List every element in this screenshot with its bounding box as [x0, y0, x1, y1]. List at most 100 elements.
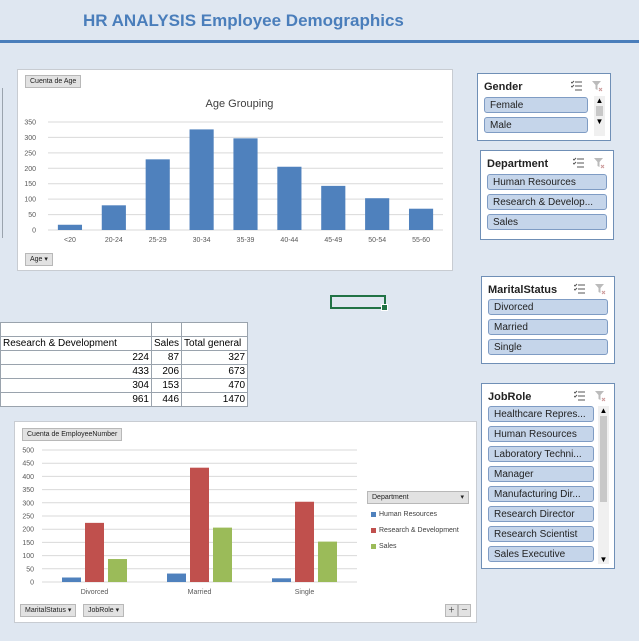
x-tick-label: 25-29	[149, 237, 167, 244]
pivot-header-cell[interactable]: Research & Development	[0, 336, 152, 351]
y-tick-label: 250	[24, 150, 36, 157]
bar	[277, 166, 302, 230]
y-tick-label: 450	[22, 461, 34, 468]
scroll-down-icon[interactable]: ▼	[599, 555, 608, 564]
gender-slicer[interactable]: Gender Female Male ▲ ▼	[477, 73, 611, 141]
slicer-title: MaritalStatus	[488, 284, 558, 296]
bar	[85, 522, 104, 582]
scroll-thumb[interactable]	[596, 106, 603, 116]
age-count-field-button[interactable]: Cuenta de Age	[25, 75, 82, 88]
pivot-cell[interactable]: 470	[181, 378, 249, 393]
bar	[321, 185, 346, 230]
y-tick-label: 300	[24, 135, 36, 142]
employee-count-field-button[interactable]: Cuenta de EmployeeNumber	[22, 428, 123, 441]
slicer-item-human-resources[interactable]: Human Resources	[487, 174, 607, 190]
x-tick-label: 50-54	[368, 237, 386, 244]
slicer-item-jobrole[interactable]: Research Director	[488, 506, 594, 522]
pivot-cell[interactable]: 224	[0, 350, 152, 365]
slicer-scrollbar[interactable]: ▲ ▼	[598, 406, 609, 564]
scroll-up-icon[interactable]: ▲	[595, 96, 604, 105]
pivot-cell[interactable]: 304	[0, 378, 152, 393]
pivot-cell[interactable]: 446	[150, 392, 183, 407]
slicer-scrollbar[interactable]: ▲ ▼	[594, 96, 605, 136]
pivot-cell[interactable]: 433	[0, 364, 152, 379]
y-tick-label: 200	[24, 166, 36, 173]
slicer-item-jobrole[interactable]: Manager	[488, 466, 594, 482]
slicer-item-jobrole[interactable]: Laboratory Techni...	[488, 446, 594, 462]
y-tick-label: 0	[30, 580, 34, 587]
chart-title: Age Grouping	[206, 98, 274, 110]
multi-select-icon[interactable]	[573, 157, 585, 169]
bar	[272, 578, 291, 582]
job-role-slicer[interactable]: JobRole Healthcare Repres... Human Resou…	[481, 383, 615, 569]
slicer-item-married[interactable]: Married	[488, 319, 608, 335]
job-role-filter-button[interactable]: JobRole ▾	[83, 604, 125, 617]
pivot-cell[interactable]: 1470	[181, 392, 249, 407]
slicer-title: JobRole	[488, 391, 532, 403]
pivot-cell[interactable]: 87	[150, 350, 183, 365]
bar	[213, 527, 232, 582]
pivot-cell[interactable]: 153	[150, 378, 183, 393]
active-cell-selection[interactable]	[330, 295, 388, 311]
clear-filter-icon[interactable]	[593, 157, 605, 169]
marital-department-chart[interactable]: Cuenta de EmployeeNumber 0 50 100 150 200 250…	[14, 421, 477, 623]
clear-filter-icon[interactable]	[594, 283, 606, 295]
clear-filter-icon[interactable]	[594, 390, 606, 402]
legend-swatch	[371, 511, 376, 517]
slicer-item-male[interactable]: Male	[484, 117, 588, 133]
legend-entry: Research & Development	[371, 523, 471, 539]
age-axis-field-button[interactable]: Age ▾	[25, 253, 53, 266]
multi-select-icon[interactable]	[574, 390, 586, 402]
multi-select-icon[interactable]	[574, 283, 586, 295]
y-tick-label: 350	[22, 487, 34, 494]
slicer-title: Department	[487, 158, 549, 170]
collapse-field-button[interactable]: －	[458, 604, 471, 617]
slicer-item-jobrole[interactable]: Research Scientist	[488, 526, 594, 542]
age-grouping-chart[interactable]: Cuenta de Age Age Grouping 0 50 100 150 200 25…	[17, 69, 453, 271]
slicer-item-jobrole[interactable]: Human Resources	[488, 426, 594, 442]
department-slicer[interactable]: Department Human Resources Research & De…	[480, 150, 614, 240]
age-chart-plot: Age Grouping 0 50 100 150 200 250 300 350 <20 20-2…	[24, 98, 443, 244]
slicer-item-divorced[interactable]: Divorced	[488, 299, 608, 315]
legend-entry: Sales	[371, 539, 471, 555]
y-tick-label: 0	[32, 228, 36, 235]
slicer-item-jobrole[interactable]: Healthcare Repres...	[488, 406, 594, 422]
bar	[295, 501, 314, 582]
pivot-cell[interactable]: 961	[0, 392, 152, 407]
multi-select-icon[interactable]	[571, 80, 583, 92]
pivot-cell[interactable]: 673	[181, 364, 249, 379]
scroll-down-icon[interactable]: ▼	[595, 117, 604, 126]
marital-status-filter-button[interactable]: MaritalStatus ▾	[20, 604, 77, 617]
filter-label: MaritalStatus	[25, 607, 66, 614]
y-tick-label: 50	[26, 566, 34, 573]
pivot-header-cell[interactable]: Sales	[150, 336, 183, 351]
legend-label: Human Resources	[379, 511, 437, 518]
filter-label: JobRole	[88, 607, 114, 614]
slicer-item-jobrole[interactable]: Sales Executive	[488, 546, 594, 562]
clear-filter-icon[interactable]	[591, 80, 603, 92]
slicer-item-jobrole[interactable]: Manufacturing Dir...	[488, 486, 594, 502]
legend-title: Department	[372, 494, 409, 501]
y-tick-label: 500	[22, 448, 34, 455]
slicer-item-single[interactable]: Single	[488, 339, 608, 355]
scroll-up-icon[interactable]: ▲	[599, 406, 608, 415]
y-tick-label: 200	[22, 527, 34, 534]
slicer-item-research-development[interactable]: Research & Develop...	[487, 194, 607, 210]
pivot-header-cell[interactable]: Total general	[181, 336, 249, 351]
title-underline	[0, 40, 639, 43]
y-tick-label: 50	[28, 212, 36, 219]
page-title: HR ANALYSIS Employee Demographics	[83, 11, 404, 30]
dropdown-icon: ▾	[67, 607, 72, 614]
marital-status-slicer[interactable]: MaritalStatus Divorced Married Single	[481, 276, 615, 364]
slicer-item-female[interactable]: Female	[484, 97, 588, 113]
expand-field-button[interactable]: ＋	[445, 604, 458, 617]
pivot-cell[interactable]: 327	[181, 350, 249, 365]
x-tick-label: Divorced	[81, 589, 109, 596]
bar	[189, 129, 214, 230]
scroll-thumb[interactable]	[600, 416, 607, 502]
pivot-cell[interactable]: 206	[150, 364, 183, 379]
legend-department-button[interactable]: Department ▾	[367, 491, 469, 504]
y-tick-label: 350	[24, 120, 36, 127]
slicer-item-sales[interactable]: Sales	[487, 214, 607, 230]
y-tick-label: 100	[22, 553, 34, 560]
